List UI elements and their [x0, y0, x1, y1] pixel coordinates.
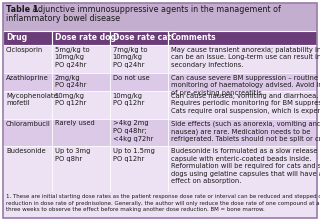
Text: inflammatory bowel disease: inflammatory bowel disease — [6, 14, 120, 23]
Bar — [52, 118, 110, 146]
Text: Up to 3mg
PO q8hr: Up to 3mg PO q8hr — [55, 148, 90, 162]
Bar — [3, 72, 52, 91]
Bar — [3, 118, 52, 146]
Text: 5mg/kg to
10mg/kg
PO q24hr: 5mg/kg to 10mg/kg PO q24hr — [55, 47, 89, 68]
Text: Comments: Comments — [171, 33, 216, 42]
Bar — [168, 45, 317, 72]
Bar — [3, 91, 52, 118]
Text: Chlorambucil: Chlorambucil — [6, 120, 51, 126]
Bar — [168, 118, 317, 146]
Text: Side effects (such as anorexia, vomiting and
nausea) are rare. Medication needs : Side effects (such as anorexia, vomiting… — [171, 120, 320, 143]
Bar — [110, 91, 168, 118]
Text: 1. These are initial starting dose rates as the patient response dose rate or in: 1. These are initial starting dose rates… — [6, 194, 320, 212]
Bar — [168, 146, 317, 192]
Bar — [3, 45, 52, 72]
Bar — [3, 31, 52, 45]
Bar — [52, 91, 110, 118]
Text: Adjunctive immunosuppressive agents in the management of: Adjunctive immunosuppressive agents in t… — [30, 5, 281, 14]
Text: Can cause severe BM suppression – routine
monitoring of haematology advised. Avo: Can cause severe BM suppression – routin… — [171, 74, 320, 95]
Bar — [52, 45, 110, 72]
Bar — [110, 72, 168, 91]
Bar — [168, 31, 317, 45]
Bar — [168, 91, 317, 118]
Text: Ciclosporin: Ciclosporin — [6, 47, 43, 53]
Text: Rarely used: Rarely used — [55, 120, 94, 126]
Text: Dose rate cat¹: Dose rate cat¹ — [113, 33, 174, 42]
Bar — [110, 31, 168, 45]
Text: 7mg/kg to
10mg/kg
PO q24hr: 7mg/kg to 10mg/kg PO q24hr — [113, 47, 147, 68]
Bar — [110, 118, 168, 146]
Text: May cause transient anorexia; palatability in cats
can be an issue. Long-term us: May cause transient anorexia; palatabili… — [171, 47, 320, 68]
Text: 10mg/kg
PO q12hr: 10mg/kg PO q12hr — [55, 93, 86, 107]
Bar — [52, 72, 110, 91]
Text: Dose rate dog¹: Dose rate dog¹ — [55, 33, 119, 42]
Text: 10mg/kg
PO q12hr: 10mg/kg PO q12hr — [113, 93, 144, 107]
Text: Budesonide: Budesonide — [6, 148, 46, 154]
Bar — [3, 192, 317, 218]
Bar — [3, 3, 317, 31]
Text: Do not use: Do not use — [113, 74, 149, 81]
Text: Can cause nausea, vomiting and diarrhoea.
Requires periodic monitoring for BM su: Can cause nausea, vomiting and diarrhoea… — [171, 93, 320, 114]
Text: Drug: Drug — [6, 33, 27, 42]
Bar — [110, 45, 168, 72]
Text: >4kg 2mg
PO q48hr;
<4kg q72hr: >4kg 2mg PO q48hr; <4kg q72hr — [113, 120, 153, 141]
Bar — [52, 31, 110, 45]
Text: Budesonide is formulated as a slow release
capsule with enteric-coated beads ins: Budesonide is formulated as a slow relea… — [171, 148, 320, 184]
Text: 2mg/kg
PO q24hr: 2mg/kg PO q24hr — [55, 74, 86, 88]
Bar — [52, 146, 110, 192]
Text: Table 1.: Table 1. — [6, 5, 42, 14]
Text: Azathioprine: Azathioprine — [6, 74, 49, 81]
Bar — [3, 146, 52, 192]
Text: Mycophenolate
mofetil: Mycophenolate mofetil — [6, 93, 58, 107]
Text: Up to 1.5mg
PO q12hr: Up to 1.5mg PO q12hr — [113, 148, 155, 162]
Bar — [110, 146, 168, 192]
Bar — [168, 72, 317, 91]
